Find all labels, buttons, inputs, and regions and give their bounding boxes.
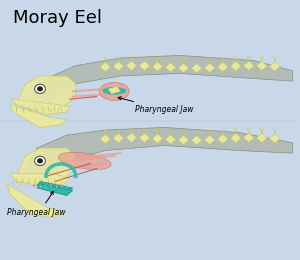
Polygon shape (165, 135, 176, 144)
Text: Pharyngeal Jaw: Pharyngeal Jaw (118, 97, 194, 114)
Polygon shape (16, 76, 76, 112)
Text: Moray Eel: Moray Eel (13, 9, 102, 27)
Polygon shape (243, 61, 254, 70)
Polygon shape (100, 62, 111, 72)
Polygon shape (10, 99, 70, 115)
Circle shape (37, 86, 43, 92)
Polygon shape (126, 133, 137, 142)
Polygon shape (113, 62, 124, 71)
Polygon shape (256, 133, 267, 142)
Polygon shape (139, 133, 150, 142)
Polygon shape (10, 174, 70, 187)
Polygon shape (218, 134, 228, 144)
Ellipse shape (58, 152, 111, 170)
Polygon shape (204, 63, 215, 73)
Polygon shape (243, 133, 254, 142)
Polygon shape (191, 136, 202, 145)
Circle shape (35, 84, 45, 94)
Polygon shape (37, 184, 73, 196)
Polygon shape (108, 86, 120, 94)
Polygon shape (269, 62, 280, 71)
Polygon shape (25, 127, 293, 187)
Polygon shape (152, 62, 163, 71)
Polygon shape (269, 134, 280, 143)
Polygon shape (178, 135, 189, 145)
Polygon shape (178, 63, 189, 73)
Polygon shape (100, 134, 111, 144)
Polygon shape (37, 181, 73, 193)
Polygon shape (191, 64, 202, 73)
Polygon shape (230, 134, 241, 143)
Circle shape (37, 158, 43, 164)
Polygon shape (256, 61, 267, 70)
Polygon shape (230, 62, 241, 71)
Polygon shape (204, 135, 215, 145)
Text: Pharyngeal Jaw: Pharyngeal Jaw (7, 191, 66, 217)
Circle shape (35, 156, 45, 166)
Polygon shape (31, 55, 293, 109)
Ellipse shape (100, 82, 129, 100)
Polygon shape (10, 104, 67, 127)
Polygon shape (113, 134, 124, 143)
Polygon shape (16, 148, 76, 184)
Polygon shape (152, 134, 163, 143)
Polygon shape (126, 61, 137, 70)
Polygon shape (218, 62, 228, 72)
Polygon shape (139, 61, 150, 70)
Polygon shape (165, 63, 176, 72)
Polygon shape (7, 184, 67, 217)
